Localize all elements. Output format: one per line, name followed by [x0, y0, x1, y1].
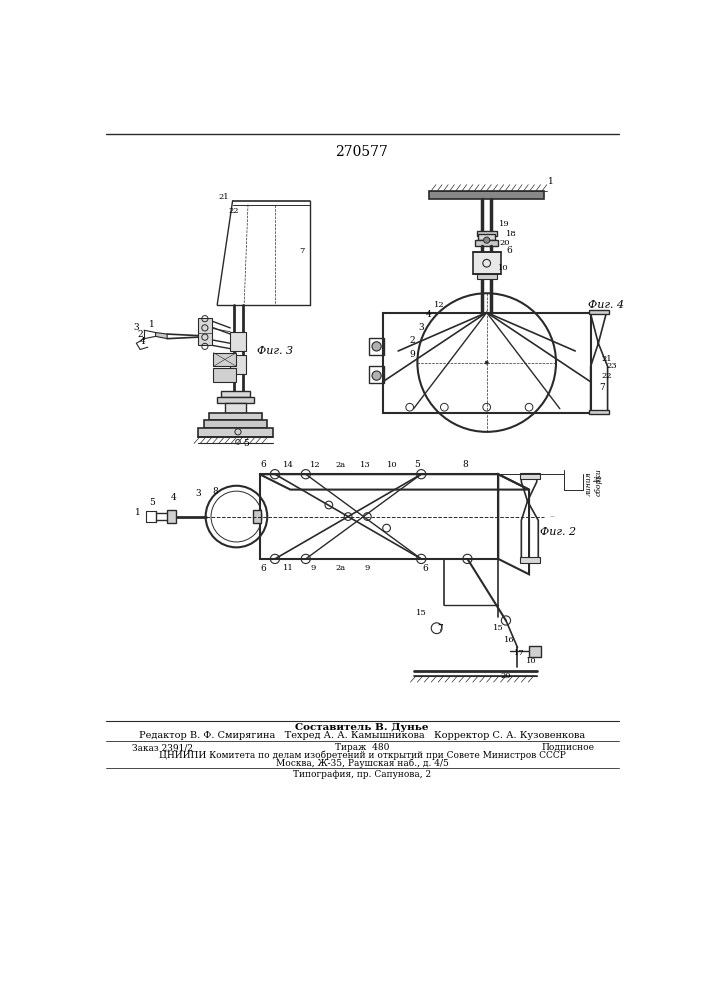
Text: 9: 9 [409, 350, 415, 359]
Text: 7: 7 [299, 247, 305, 255]
Circle shape [372, 342, 381, 351]
Text: 1: 1 [149, 320, 155, 329]
Text: 15: 15 [493, 624, 503, 632]
Bar [230, 332, 246, 351]
Text: 5: 5 [148, 498, 155, 507]
Text: Заказ 2391/2: Заказ 2391/2 [132, 743, 194, 752]
Text: 14: 14 [284, 461, 294, 469]
Text: –: – [550, 512, 554, 521]
Text: 15: 15 [416, 609, 426, 617]
Bar [221, 391, 250, 397]
Text: 270577: 270577 [336, 145, 388, 159]
Text: 5: 5 [243, 439, 249, 448]
Text: Редактор В. Ф. Смирягина   Техред А. А. Камышникова   Корректор С. А. Кузовенков: Редактор В. Ф. Смирягина Техред А. А. Ка… [139, 732, 585, 740]
Text: 21: 21 [602, 355, 612, 363]
Text: 21: 21 [218, 193, 228, 201]
Circle shape [485, 361, 489, 364]
Text: 22: 22 [592, 476, 602, 484]
Bar [589, 410, 609, 414]
Text: 8: 8 [212, 487, 218, 496]
Text: 19: 19 [499, 220, 510, 228]
Text: 17: 17 [515, 649, 525, 657]
Text: 8: 8 [462, 460, 468, 469]
Text: 10: 10 [498, 264, 509, 272]
Bar [253, 510, 261, 523]
Bar [429, 191, 544, 199]
Text: 11: 11 [283, 564, 293, 572]
Bar [520, 557, 540, 563]
Bar [217, 397, 254, 403]
Bar [382, 312, 590, 413]
Text: 13: 13 [361, 461, 371, 469]
Text: 5: 5 [414, 460, 421, 469]
Text: 16: 16 [505, 636, 515, 644]
Text: 9: 9 [365, 564, 370, 572]
Text: 2а: 2а [335, 564, 346, 572]
Bar [167, 510, 176, 523]
Bar [473, 252, 501, 274]
Bar [477, 231, 497, 235]
Text: 1: 1 [548, 177, 554, 186]
Bar [209, 413, 262, 420]
Text: 4: 4 [426, 310, 432, 319]
Text: 9: 9 [311, 564, 316, 572]
Text: ЦНИИПИ Комитета по делам изобретений и открытий при Совете Министров СССР: ЦНИИПИ Комитета по делам изобретений и о… [158, 750, 566, 760]
Text: 4: 4 [139, 337, 146, 346]
Bar [529, 646, 542, 657]
Bar [369, 338, 385, 355]
Text: Фиг. 3: Фиг. 3 [257, 346, 293, 356]
Bar [198, 428, 274, 437]
Text: 22: 22 [229, 207, 240, 215]
Text: 6: 6 [260, 460, 267, 469]
Text: 12: 12 [433, 301, 444, 309]
Text: 23: 23 [607, 362, 617, 370]
Text: 6: 6 [260, 564, 267, 573]
Text: Составитель В. Дунье: Составитель В. Дунье [296, 723, 428, 732]
Text: 10: 10 [387, 461, 398, 469]
Bar [520, 473, 540, 479]
Text: 2а: 2а [335, 461, 346, 469]
Bar [475, 240, 498, 246]
Text: 20: 20 [501, 672, 511, 680]
Text: Типография, пр. Сапунова, 2: Типография, пр. Сапунова, 2 [293, 770, 431, 779]
Text: 3: 3 [134, 323, 139, 332]
Text: 10: 10 [526, 657, 537, 665]
Bar [589, 310, 609, 314]
Text: 3: 3 [419, 323, 424, 332]
Text: 4: 4 [170, 493, 176, 502]
Text: 20: 20 [499, 239, 510, 247]
Text: 18: 18 [506, 230, 517, 238]
Bar [204, 420, 267, 428]
Text: Фиг. 2: Фиг. 2 [540, 527, 576, 537]
Text: 6: 6 [506, 246, 512, 255]
Bar [259, 474, 498, 559]
Circle shape [484, 237, 490, 243]
Polygon shape [156, 333, 167, 339]
Bar [198, 318, 212, 345]
Text: Тираж  480: Тираж 480 [335, 743, 389, 752]
Bar [369, 366, 385, 383]
Text: Подписное: Подписное [542, 743, 595, 752]
Bar [214, 353, 236, 366]
Text: 22: 22 [602, 372, 612, 380]
Circle shape [372, 371, 381, 380]
Bar [225, 403, 247, 413]
Text: 6: 6 [422, 564, 428, 573]
Text: Фиг. 4: Фиг. 4 [588, 300, 624, 310]
Bar [230, 355, 246, 374]
Bar [478, 234, 495, 240]
Text: 2: 2 [409, 336, 415, 345]
Text: линия
сборки: линия сборки [585, 468, 602, 496]
Bar [214, 368, 236, 382]
Text: Москва, Ж-35, Раушская наб., д. 4/5: Москва, Ж-35, Раушская наб., д. 4/5 [276, 758, 448, 768]
Text: 7: 7 [438, 624, 443, 633]
Text: 2: 2 [137, 330, 143, 339]
Text: 7: 7 [600, 383, 605, 392]
Bar [477, 274, 497, 279]
Text: 3: 3 [195, 489, 201, 498]
Text: 1: 1 [135, 508, 141, 517]
Text: 12: 12 [310, 461, 321, 469]
